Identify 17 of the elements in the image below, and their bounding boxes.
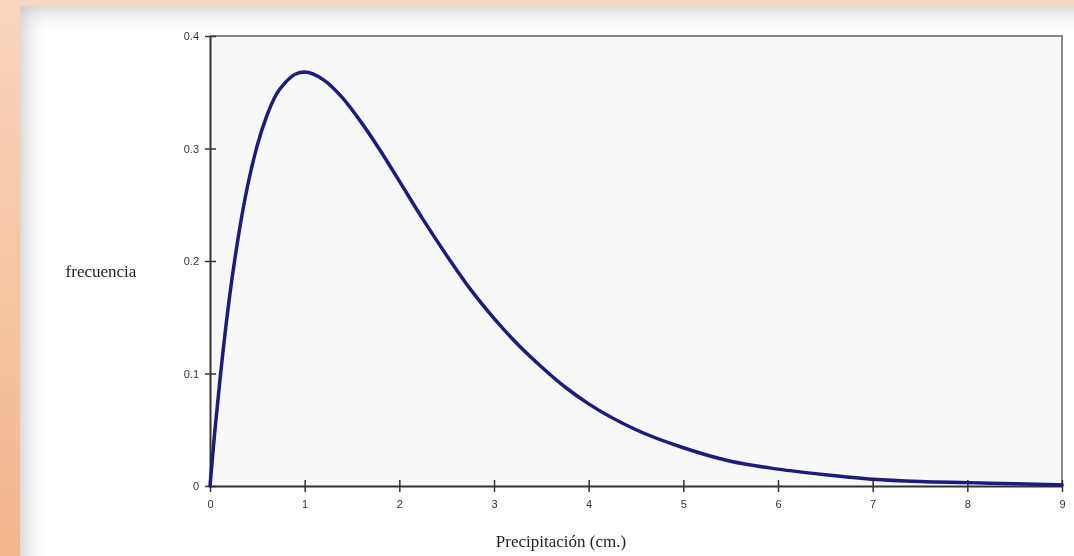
x-tick-label: 2 <box>396 497 403 510</box>
y-tick-label: 0.3 <box>183 142 199 155</box>
y-tick-label: 0 <box>192 480 199 493</box>
y-axis-title: frecuencia <box>65 262 137 281</box>
x-tick-label: 4 <box>586 497 593 510</box>
y-tick-label: 0.4 <box>183 30 199 43</box>
x-tick-label: 1 <box>302 497 309 510</box>
y-tick-label: 0.1 <box>183 367 199 380</box>
x-tick-label: 8 <box>964 497 971 510</box>
x-tick-label: 6 <box>775 497 782 510</box>
x-tick-label: 5 <box>680 497 687 510</box>
y-tick-label: 0.2 <box>183 255 199 268</box>
x-tick-label: 3 <box>491 497 498 510</box>
x-tick-label: 9 <box>1059 497 1066 510</box>
x-tick-label: 7 <box>870 497 877 510</box>
x-tick-label: 0 <box>207 497 214 510</box>
x-axis-title: Precipitación (cm.) <box>495 532 627 551</box>
